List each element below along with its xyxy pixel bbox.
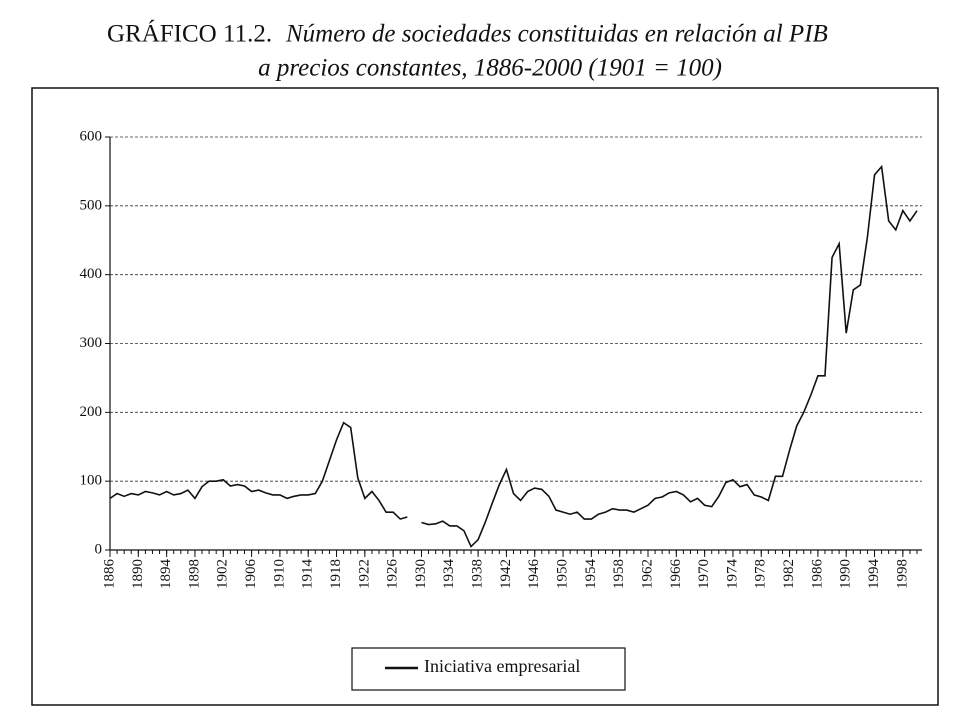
x-tick-label: 1890 <box>130 559 146 589</box>
x-tick-label: 1986 <box>809 559 825 590</box>
x-tick-label: 1978 <box>753 559 769 589</box>
x-tick-label: 1990 <box>838 559 854 589</box>
x-tick-label: 1886 <box>101 559 117 590</box>
x-tick-label: 1934 <box>441 559 457 590</box>
x-tick-label: 1982 <box>781 559 797 589</box>
x-tick-label: 1998 <box>894 559 910 589</box>
x-tick-label: 1926 <box>385 559 401 590</box>
x-tick-label: 1914 <box>300 559 316 590</box>
chart-title: a precios constantes, 1886-2000 (1901 = … <box>258 55 722 82</box>
y-tick-label: 200 <box>80 404 103 420</box>
x-tick-label: 1894 <box>158 559 174 590</box>
y-tick-label: 400 <box>80 266 103 282</box>
x-tick-label: 1954 <box>583 559 599 590</box>
x-tick-label: 1966 <box>668 559 684 590</box>
x-tick-label: 1974 <box>724 559 740 590</box>
x-tick-label: 1902 <box>215 559 231 589</box>
y-tick-label: 0 <box>95 541 103 557</box>
x-tick-label: 1946 <box>526 559 542 590</box>
x-tick-label: 1994 <box>866 559 882 590</box>
x-tick-label: 1970 <box>696 559 712 589</box>
x-tick-label: 1942 <box>498 559 514 589</box>
x-tick-label: 1898 <box>186 559 202 589</box>
y-tick-label: 600 <box>80 128 103 144</box>
x-tick-label: 1962 <box>639 559 655 589</box>
y-tick-label: 500 <box>80 197 103 213</box>
x-tick-label: 1938 <box>470 559 486 589</box>
title-label: GRÁFICO 11.2. <box>107 20 272 48</box>
data-line <box>109 164 918 548</box>
x-tick-label: 1910 <box>271 559 287 589</box>
x-tick-label: 1906 <box>243 559 259 590</box>
x-tick-label: 1918 <box>328 559 344 589</box>
x-tick-label: 1930 <box>413 559 429 589</box>
x-tick-label: 1950 <box>554 559 570 589</box>
y-tick-label: 300 <box>80 335 103 351</box>
legend-label: Iniciativa empresarial <box>424 656 580 676</box>
x-tick-label: 1922 <box>356 559 372 589</box>
frame <box>31 87 939 706</box>
x-tick-label: 1958 <box>611 559 627 589</box>
chart-title: Número de sociedades constituidas en rel… <box>285 21 828 48</box>
y-tick-label: 100 <box>80 473 103 489</box>
